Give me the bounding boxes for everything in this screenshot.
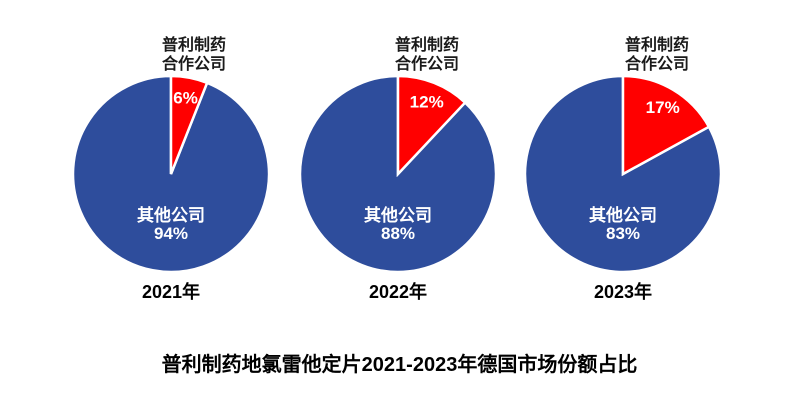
other-share-value-label: 83% — [606, 224, 640, 243]
pie-svg: 17% 其他公司 83% — [523, 74, 723, 274]
pie-chart-2022: 普利制药 合作公司 12% 其他公司 88% 2022年 — [286, 30, 510, 320]
callout-line-2: 合作公司 — [394, 56, 460, 73]
callout-line-1: 普利制药 — [624, 37, 690, 54]
callout-line-2: 合作公司 — [624, 56, 690, 73]
callout-line-1: 普利制药 — [394, 37, 460, 54]
other-share-value-label: 94% — [154, 224, 188, 243]
callout-label: 普利制药 合作公司 — [625, 36, 689, 74]
other-company-slice — [523, 74, 723, 274]
prli-partner-slice — [169, 74, 209, 175]
other-share-value-label: 88% — [381, 224, 415, 243]
callout-line-1: 普利制药 — [161, 37, 227, 54]
other-company-slice — [298, 74, 498, 274]
other-company-name-label: 其他公司 — [137, 205, 205, 225]
prli-partner-slice — [621, 74, 711, 177]
chart-title: 普利制药地氯雷他定片2021-2023年德国市场份额占比 — [161, 354, 638, 376]
year-label: 2023年 — [593, 282, 653, 302]
other-company-name-label: 其他公司 — [364, 205, 432, 225]
prli-partner-slice — [396, 74, 467, 178]
year-label: 2022年 — [368, 282, 428, 302]
prli-share-value-label: 17% — [646, 98, 680, 117]
pie-chart-2023: 普利制药 合作公司 17% 其他公司 83% 2023年 — [511, 30, 735, 320]
prli-share-value-label: 12% — [410, 93, 444, 112]
prli-share-value-label: 6% — [173, 88, 198, 107]
pie-svg: 6% 其他公司 94% — [71, 74, 271, 274]
year-label: 2021年 — [141, 282, 201, 302]
callout-label: 普利制药 合作公司 — [162, 36, 226, 74]
callout-label: 普利制药 合作公司 — [395, 36, 459, 74]
pie-svg: 12% 其他公司 88% — [298, 74, 498, 274]
callout-line-2: 合作公司 — [161, 56, 227, 73]
other-company-name-label: 其他公司 — [589, 205, 657, 225]
pie-chart-2021: 普利制药 合作公司 6% 其他公司 94% 2021年 — [59, 30, 283, 320]
